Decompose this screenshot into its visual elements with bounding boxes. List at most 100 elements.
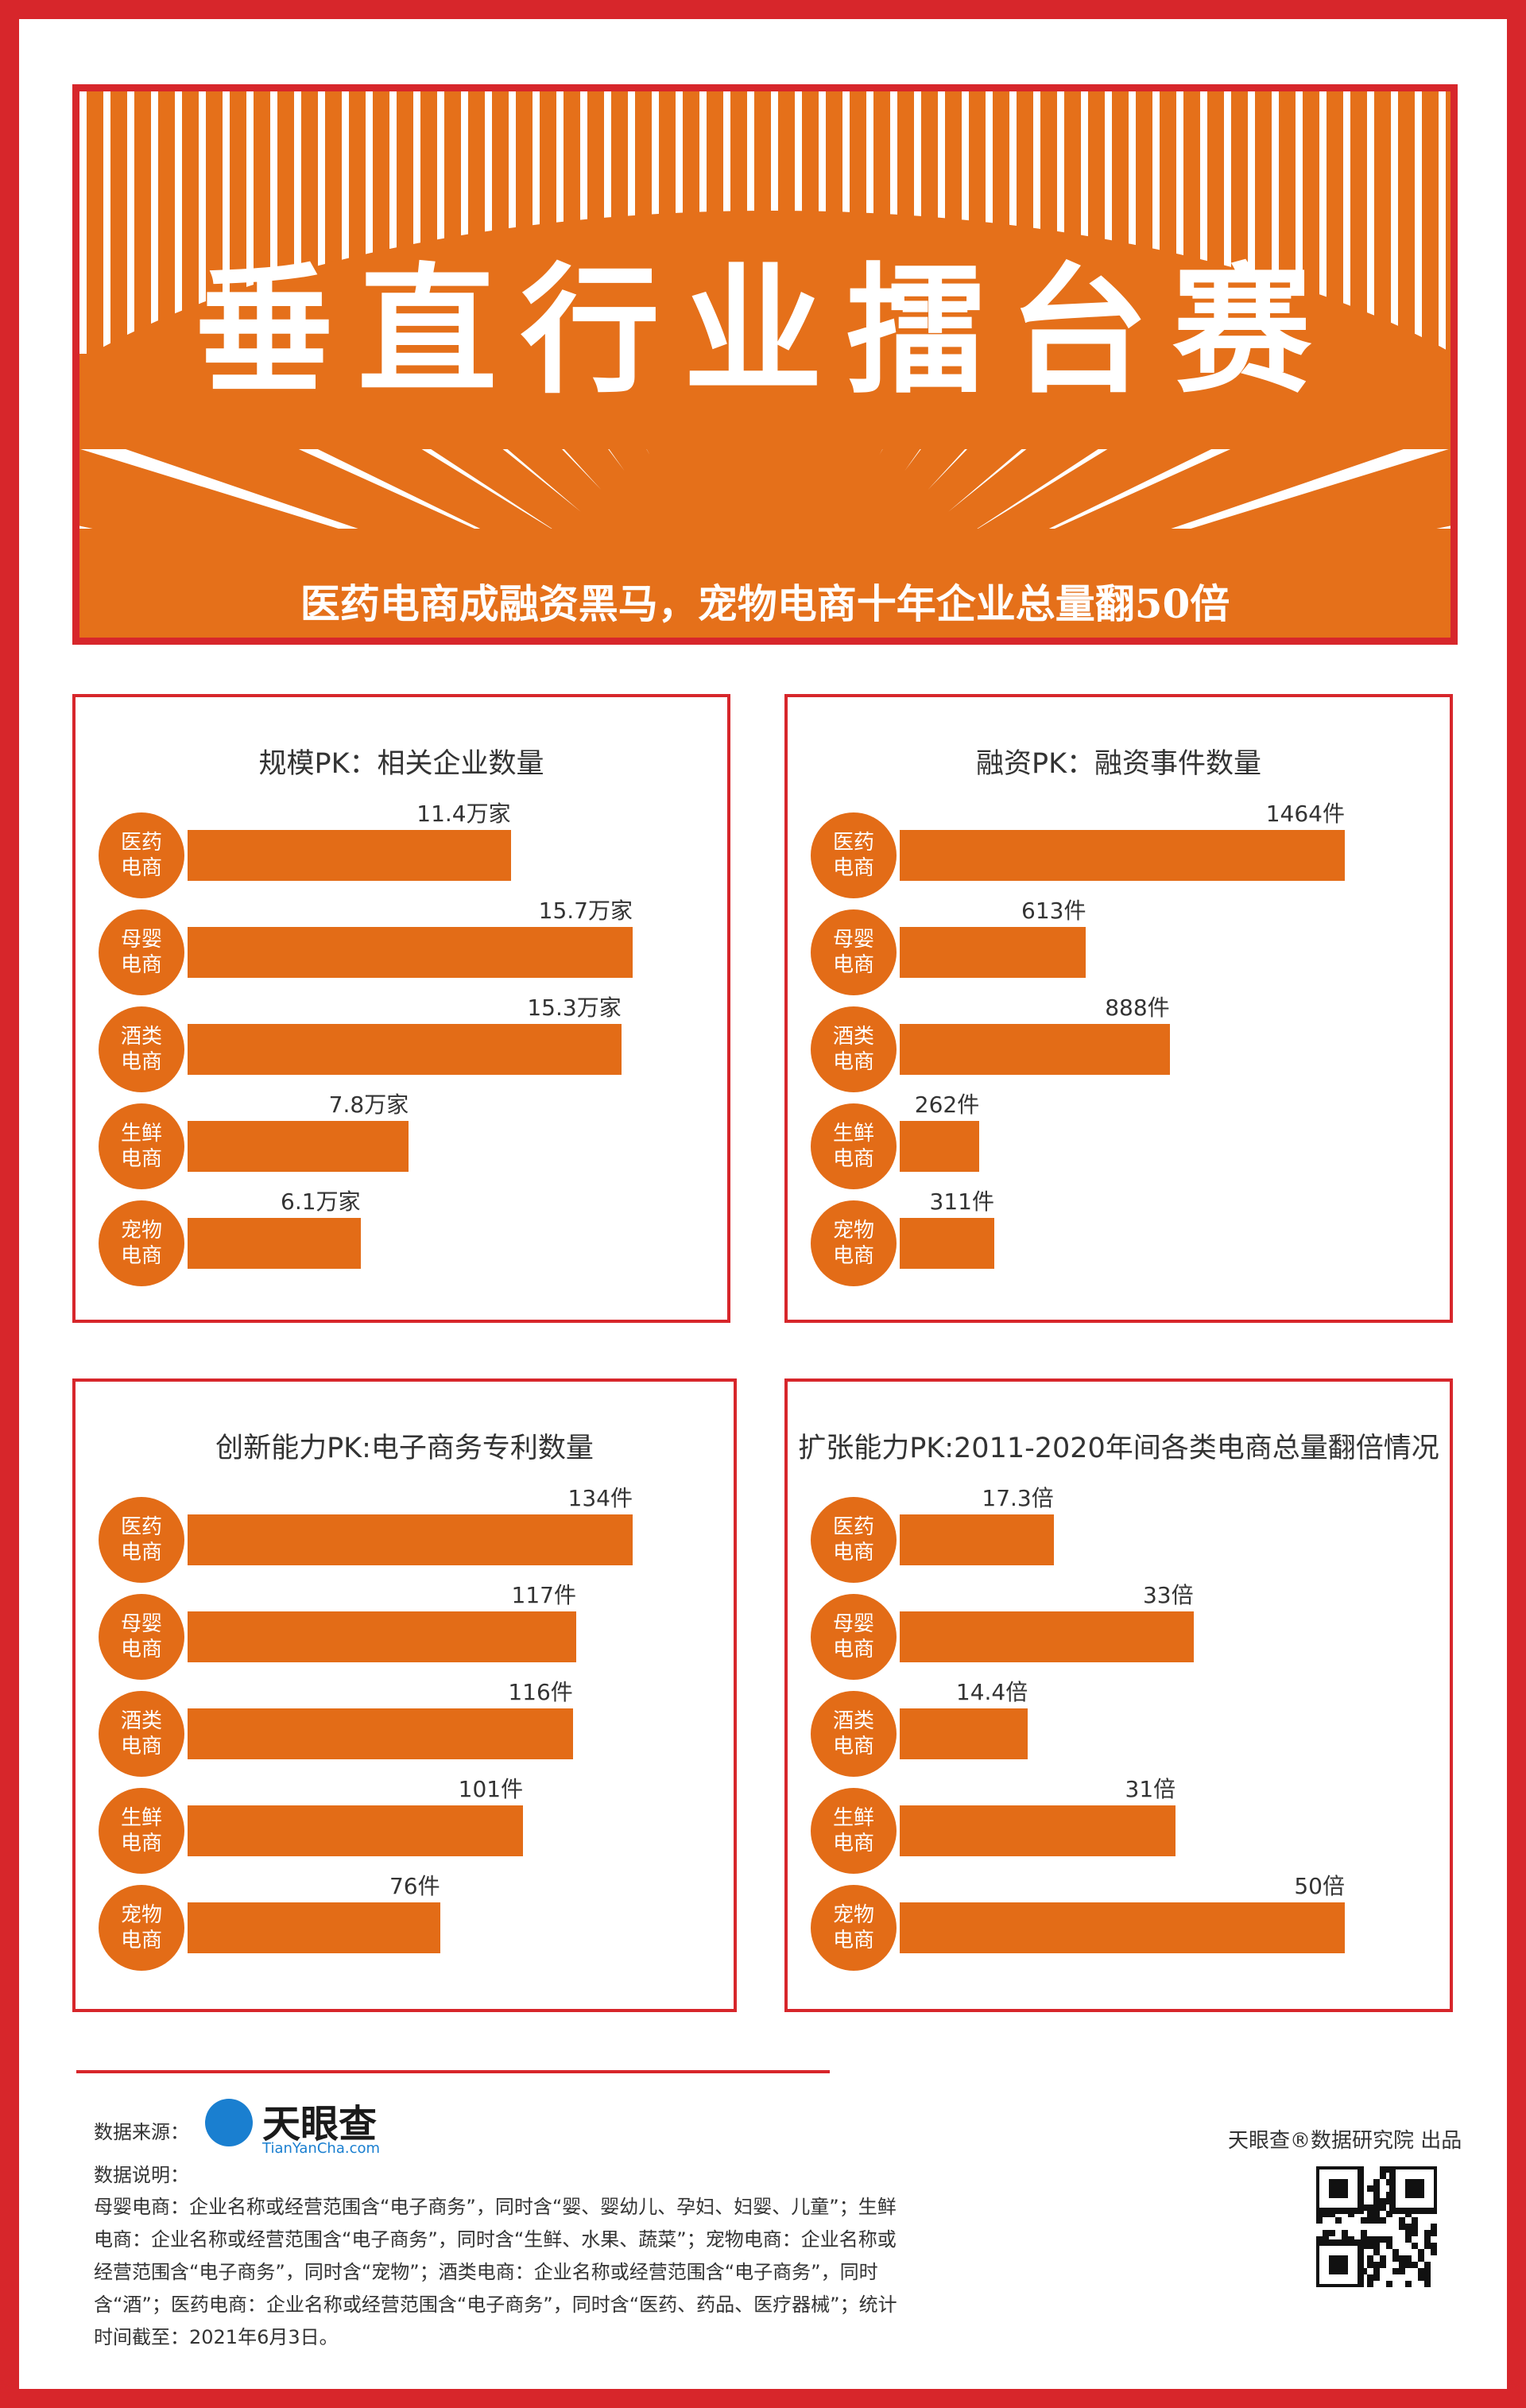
qr-cell: [1412, 2230, 1418, 2236]
title: 垂直行业擂台赛: [195, 250, 1335, 413]
qr-cell: [1323, 2230, 1329, 2236]
qr-cell: [1412, 2217, 1418, 2224]
qr-finder-dot: [1329, 2255, 1348, 2274]
ray: [608, 449, 625, 471]
ray: [1436, 525, 1450, 529]
bar: [188, 830, 511, 881]
category-label: 生鲜电商: [811, 1103, 897, 1189]
value-label: 101件: [458, 1776, 524, 1802]
category-label: 母婴电商: [99, 1594, 184, 1680]
value-label: 311件: [929, 1188, 994, 1215]
qr-cell: [1329, 2230, 1335, 2236]
bar: [900, 830, 1345, 881]
ray: [977, 449, 1108, 529]
qr-cell: [1373, 2236, 1380, 2243]
note: 母婴电商：企业名称或经营范围含“电子商务”，同时含“婴、婴幼儿、孕妇、妇婴、儿童…: [94, 2196, 897, 2348]
qr-cell: [1424, 2274, 1431, 2281]
qr-cell: [1373, 2249, 1380, 2255]
value-label: 613件: [1021, 898, 1086, 924]
qr-cell: [1412, 2243, 1418, 2249]
category-label: 宠物电商: [99, 1885, 184, 1971]
ray: [948, 449, 1027, 512]
credit: 天眼查®数据研究院 出品: [1228, 2129, 1462, 2153]
qr-cell: [1380, 2204, 1386, 2211]
qr-cell: [1380, 2217, 1386, 2224]
ray: [298, 449, 481, 529]
qr-cell: [1380, 2173, 1386, 2179]
category-label: 生鲜电商: [99, 1788, 184, 1874]
qr-cell: [1386, 2243, 1392, 2249]
category-label: 酒类电商: [811, 1691, 897, 1777]
bar: [188, 1902, 440, 1953]
chart-title: 融资PK：融资事件数量: [975, 748, 1262, 780]
source-label: 数据来源：: [94, 2121, 189, 2143]
qr-cell: [1367, 2281, 1373, 2287]
qr-cell: [1367, 2217, 1373, 2224]
qr-cell: [1367, 2243, 1373, 2249]
value-label: 31倍: [1125, 1776, 1176, 1802]
category-label: 医药电商: [811, 812, 897, 898]
qr-cell: [1367, 2211, 1373, 2217]
qr-cell: [1373, 2268, 1380, 2274]
bar: [900, 1514, 1054, 1565]
arch: [79, 211, 1450, 638]
bar: [188, 1708, 573, 1759]
qr-cell: [1424, 2268, 1431, 2274]
qr-cell: [1373, 2243, 1380, 2249]
divider: [76, 2070, 830, 2073]
qr-cell: [1431, 2224, 1437, 2230]
qr-cell: [1380, 2236, 1386, 2243]
bar: [188, 1218, 361, 1269]
value-label: 15.7万家: [538, 898, 633, 924]
qr-finder: [1316, 2239, 1364, 2287]
bar: [188, 1024, 622, 1075]
qr-cell: [1367, 2274, 1373, 2281]
qr-cell: [1361, 2230, 1367, 2236]
qr-cell: [1367, 2255, 1373, 2262]
bar: [188, 1805, 524, 1856]
bar: [900, 1218, 994, 1269]
qr-cell: [1399, 2255, 1405, 2262]
category-label: 医药电商: [811, 1497, 897, 1583]
qr-cell: [1424, 2281, 1431, 2287]
qr-cell: [1399, 2262, 1405, 2268]
header: 垂直行业擂台赛 医药电商成融资黑马，宠物电商十年企业总量翻50倍: [72, 84, 1458, 645]
qr-cell: [1405, 2281, 1412, 2287]
value-label: 17.3倍: [982, 1485, 1054, 1511]
qr-cell: [1373, 2217, 1380, 2224]
value-label: 117件: [511, 1582, 576, 1608]
qr-cell: [1373, 2262, 1380, 2268]
qr-cell: [1412, 2224, 1418, 2230]
qr-cell: [1380, 2198, 1386, 2204]
bar: [188, 1514, 633, 1565]
qr-cell: [1373, 2192, 1380, 2198]
qr-cell: [1431, 2243, 1437, 2249]
value-label: 6.1万家: [281, 1188, 361, 1215]
chart-title: 规模PK：相关企业数量: [258, 748, 544, 780]
value-label: 7.8万家: [328, 1092, 409, 1118]
qr-cell: [1418, 2249, 1424, 2255]
category-label: 母婴电商: [99, 909, 184, 995]
category-label: 宠物电商: [811, 1885, 897, 1971]
chart-panel: 扩张能力PK:2011-2020年间各类电商总量翻倍情况 医药电商 17.3倍 母婴电…: [784, 1378, 1453, 2012]
qr-cell: [1380, 2166, 1386, 2173]
category-label: 酒类电商: [811, 1006, 897, 1092]
logo-name: 天眼查: [262, 2102, 378, 2146]
subtitle: 医药电商成融资黑马，宠物电商十年企业总量翻50倍: [300, 580, 1230, 627]
ray: [1171, 449, 1449, 529]
bar: [188, 927, 633, 978]
value-label: 116件: [508, 1679, 573, 1705]
qr-cell: [1367, 2204, 1373, 2211]
qr-cell: [1386, 2236, 1392, 2243]
qr-cell: [1418, 2268, 1424, 2274]
qr-cell: [1412, 2262, 1418, 2268]
qr-cell: [1392, 2249, 1399, 2255]
qr-cell: [1373, 2185, 1380, 2192]
category-label: 酒类电商: [99, 1691, 184, 1777]
bar: [900, 927, 1086, 978]
value-label: 14.4倍: [955, 1679, 1028, 1705]
qr-cell: [1405, 2255, 1412, 2262]
category-label: 母婴电商: [811, 909, 897, 995]
chart-panel: 创新能力PK:电子商务专利数量 医药电商 134件 母婴电商 117件 酒类电商 116件生…: [72, 1378, 737, 2012]
qr-cell: [1367, 2185, 1373, 2192]
